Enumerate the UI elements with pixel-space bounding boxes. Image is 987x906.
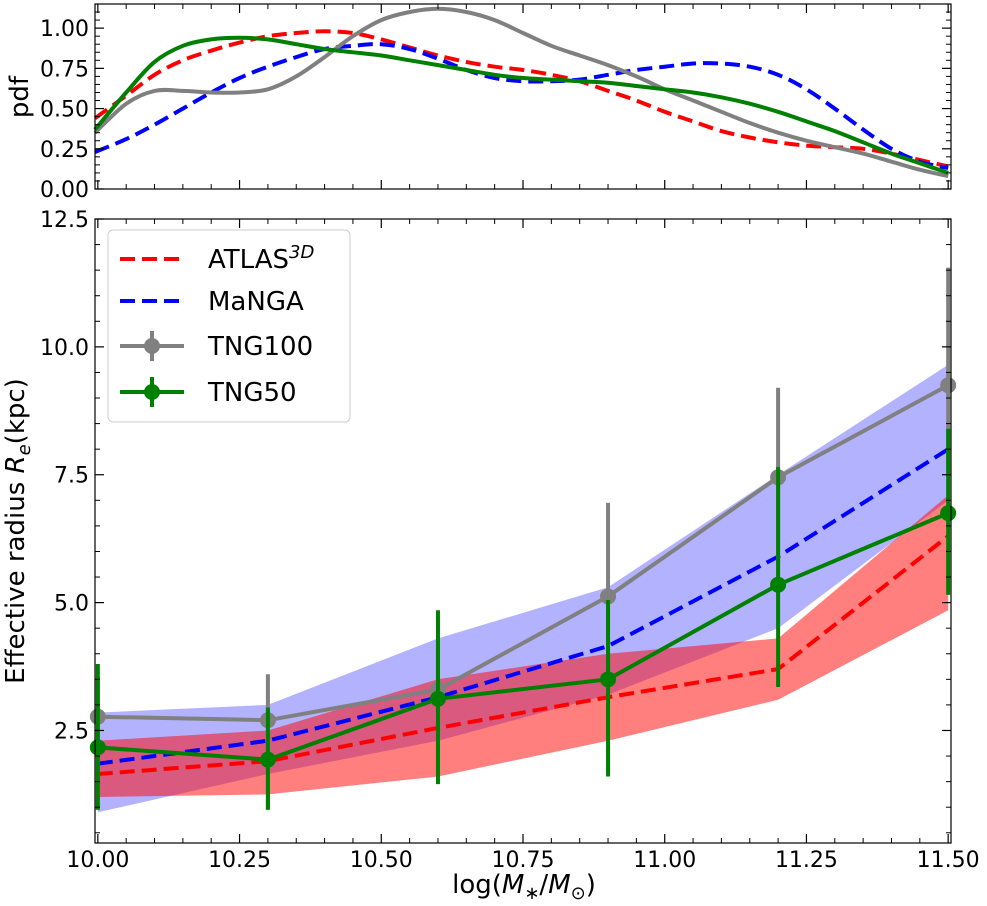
tng100-marker [600, 588, 617, 605]
radius-x-tick-label: 10.50 [350, 848, 413, 873]
tng50-marker [600, 671, 617, 688]
tng50-marker [770, 576, 787, 593]
radius-y-tick-label: 7.5 [54, 464, 89, 489]
pdf-y-tick-label: 0.50 [40, 98, 89, 123]
pdf-series-group [93, 6, 949, 179]
radius-y-tick-label: 5.0 [54, 592, 89, 617]
radius-y-axis-title: Effective radius Re(kpc) [1, 378, 35, 684]
y-title-part-symbol: R [1, 455, 31, 473]
x-title-part-mass-sun: M [548, 870, 570, 900]
legend-swatch-tng50-marker [144, 384, 160, 400]
radius-panel: 10.00 10.25 10.50 10.75 11.00 11.25 11.50 2.5 5.… [1, 208, 980, 904]
tng50-line [97, 511, 949, 762]
y-title-part-unit: (kpc) [1, 378, 31, 444]
pdf-y-tick-label: 0.00 [40, 178, 89, 203]
radius-x-tick-label: 11.50 [917, 848, 980, 873]
legend-label-atlas-sup: 3D [289, 242, 314, 263]
radius-x-tick-label: 10.25 [208, 848, 271, 873]
radius-x-tick-label: 11.25 [775, 848, 838, 873]
atlas3d-line [97, 534, 950, 776]
pdf-y-tick-label: 1.00 [40, 17, 89, 42]
legend-label-atlas-main: ATLAS [208, 245, 289, 275]
legend-box [107, 229, 351, 423]
x-title-part-close: ) [586, 870, 596, 900]
radius-y-tick-label: 12.5 [40, 208, 89, 233]
pdf-panel: 0.00 0.25 0.50 0.75 1.00 pdf [5, 3, 952, 203]
legend-entry-manga: MaNGA [120, 287, 304, 317]
radius-x-tick-label: 11.00 [633, 848, 696, 873]
tng100-line [97, 383, 950, 723]
pdf-y-axis-title: pdf [5, 75, 35, 118]
tng50-marker [259, 751, 276, 768]
pdf-line-tng50 [93, 35, 949, 175]
radius-x-axis-title: log(M∗/M⊙) [452, 870, 596, 904]
legend-swatch-tng100-marker [144, 338, 160, 354]
pdf-line-tng100 [93, 6, 949, 179]
x-title-part-mass: M [502, 870, 524, 900]
legend-label-manga: MaNGA [208, 287, 304, 317]
legend-label-tng50: TNG50 [207, 378, 297, 408]
tng50-marker [429, 690, 446, 707]
x-title-part-log: log( [452, 870, 502, 900]
x-title-part-star-subscript: ∗ [524, 883, 539, 904]
radius-ticks: 10.00 10.25 10.50 10.75 11.00 11.25 11.50 2.5 5.… [40, 208, 980, 873]
pdf-line-atlas3d [93, 29, 949, 169]
radius-y-tick-label: 2.5 [54, 719, 89, 744]
tng50-marker [940, 505, 957, 522]
radius-x-tick-label: 10.00 [66, 848, 129, 873]
series-manga [97, 447, 950, 766]
band-atlas3d-range [97, 495, 949, 797]
radius-y-tick-label: 10.0 [40, 336, 89, 361]
tng100-marker [940, 377, 957, 394]
pdf-line-manga [94, 42, 949, 171]
x-title-part-sun-subscript: ⊙ [571, 883, 586, 904]
pdf-ticks: 0.00 0.25 0.50 0.75 1.00 [40, 4, 951, 203]
legend-entry-tng50: TNG50 [120, 377, 297, 408]
radius-x-tick-label: 10.75 [492, 848, 555, 873]
legend-label-atlas: ATLAS3D [208, 242, 314, 275]
manga-line [97, 447, 950, 766]
tng50-marker [89, 739, 106, 756]
pdf-y-tick-label: 0.25 [40, 138, 89, 163]
radius-series-group [89, 267, 957, 810]
range-bands [97, 364, 949, 813]
y-title-part-subscript: e [14, 444, 35, 455]
band-manga-range [97, 364, 949, 813]
series-tng50 [89, 428, 957, 810]
series-atlas3d [97, 534, 950, 776]
legend-label-tng100: TNG100 [207, 332, 313, 362]
legend: ATLAS3D MaNGA TNG100 TNG50 [107, 229, 351, 423]
legend-entry-tng100: TNG100 [120, 331, 313, 362]
legend-entry-atlas: ATLAS3D [120, 242, 314, 275]
pdf-y-tick-label: 0.75 [40, 57, 89, 82]
x-title-part-slash: / [539, 870, 548, 900]
y-title-part-text: Effective radius [1, 473, 31, 683]
